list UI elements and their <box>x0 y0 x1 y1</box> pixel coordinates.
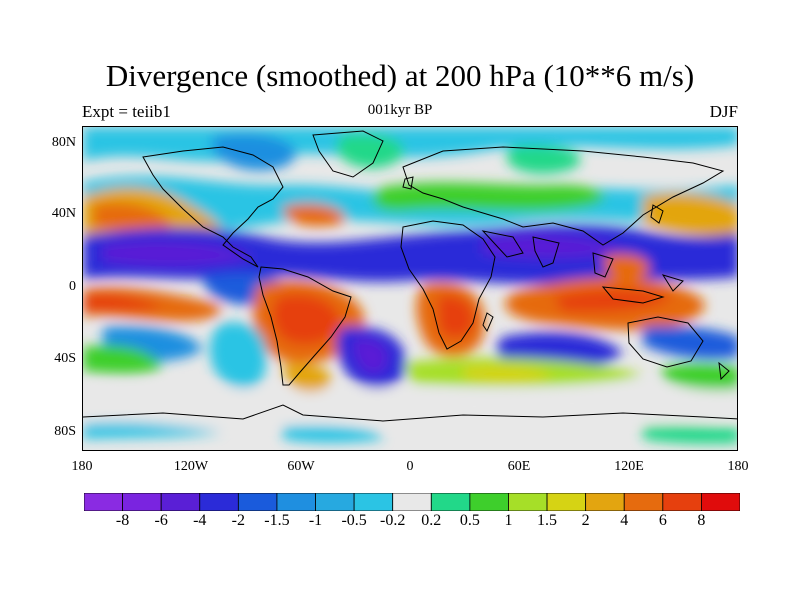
colorbar-tick-label: -8 <box>115 512 130 529</box>
lat-label-40n: 40N <box>51 206 76 221</box>
plot-title: Divergence (smoothed) at 200 hPa (10**6 … <box>105 58 695 93</box>
colorbar-tick-label: 0.2 <box>421 512 442 529</box>
colorbar-swatch <box>122 493 162 511</box>
coastlines <box>83 130 737 422</box>
colorbar-tick-label: 4 <box>620 512 629 529</box>
colorbar-swatch <box>623 493 664 511</box>
colorbar-tick-label: -0.5 <box>341 512 367 529</box>
colorbar-tick-label: -2 <box>231 512 246 529</box>
lon-label-180w: 180 <box>71 459 93 474</box>
lat-label-80s: 80S <box>54 424 76 439</box>
lat-label-40s: 40S <box>54 351 76 366</box>
colorbar-tick-label: -0.2 <box>380 512 406 529</box>
colorbar-swatch <box>430 493 471 511</box>
season-label: DJF <box>709 102 738 121</box>
experiment-label: Expt = teiib1 <box>82 102 171 121</box>
colorbar-swatch <box>585 493 625 511</box>
colorbar-swatch <box>160 493 201 511</box>
colorbar-swatch <box>508 493 548 511</box>
colorbar-swatch <box>353 493 394 511</box>
map-canvas <box>83 127 737 450</box>
colorbar-tick-label: 1.5 <box>537 512 558 529</box>
colorbar-tick-label: -1.5 <box>264 512 290 529</box>
colorbar-swatch <box>199 493 239 511</box>
colorbar-swatch <box>84 493 123 511</box>
lat-label-0: 0 <box>69 279 76 294</box>
colorbar-swatch <box>701 493 740 511</box>
colorbar-swatch <box>315 493 355 511</box>
colorbar-swatch <box>276 493 316 511</box>
lon-label-180e: 180 <box>727 459 749 474</box>
colorbar-tick-label: 2 <box>581 512 590 529</box>
lon-label-120w: 120W <box>173 459 209 474</box>
colorbar-tick-label: 6 <box>658 512 667 529</box>
colorbar-tick-label: -6 <box>154 512 168 529</box>
colorbar <box>84 493 740 511</box>
colorbar-swatch <box>237 493 278 511</box>
lat-label-80n: 80N <box>51 135 76 150</box>
colorbar-swatch <box>469 493 509 511</box>
lon-label-60w: 60W <box>287 459 315 474</box>
time-label: 001kyr BP <box>367 102 433 118</box>
colorbar-tick-label: -1 <box>308 512 323 529</box>
divergence-field <box>83 127 737 444</box>
lon-label-60e: 60E <box>507 459 531 474</box>
colorbar-swatch <box>392 493 432 511</box>
divergence-map <box>82 126 738 451</box>
lon-label-120e: 120E <box>614 459 644 474</box>
colorbar-swatch <box>546 493 587 511</box>
colorbar-tick-label: 8 <box>697 512 706 529</box>
colorbar-tick-label: -4 <box>193 512 207 529</box>
colorbar-swatch <box>662 493 702 511</box>
lon-label-0: 0 <box>406 459 414 474</box>
colorbar-tick-label: 1 <box>504 512 513 529</box>
colorbar-tick-label: 0.5 <box>459 512 480 529</box>
